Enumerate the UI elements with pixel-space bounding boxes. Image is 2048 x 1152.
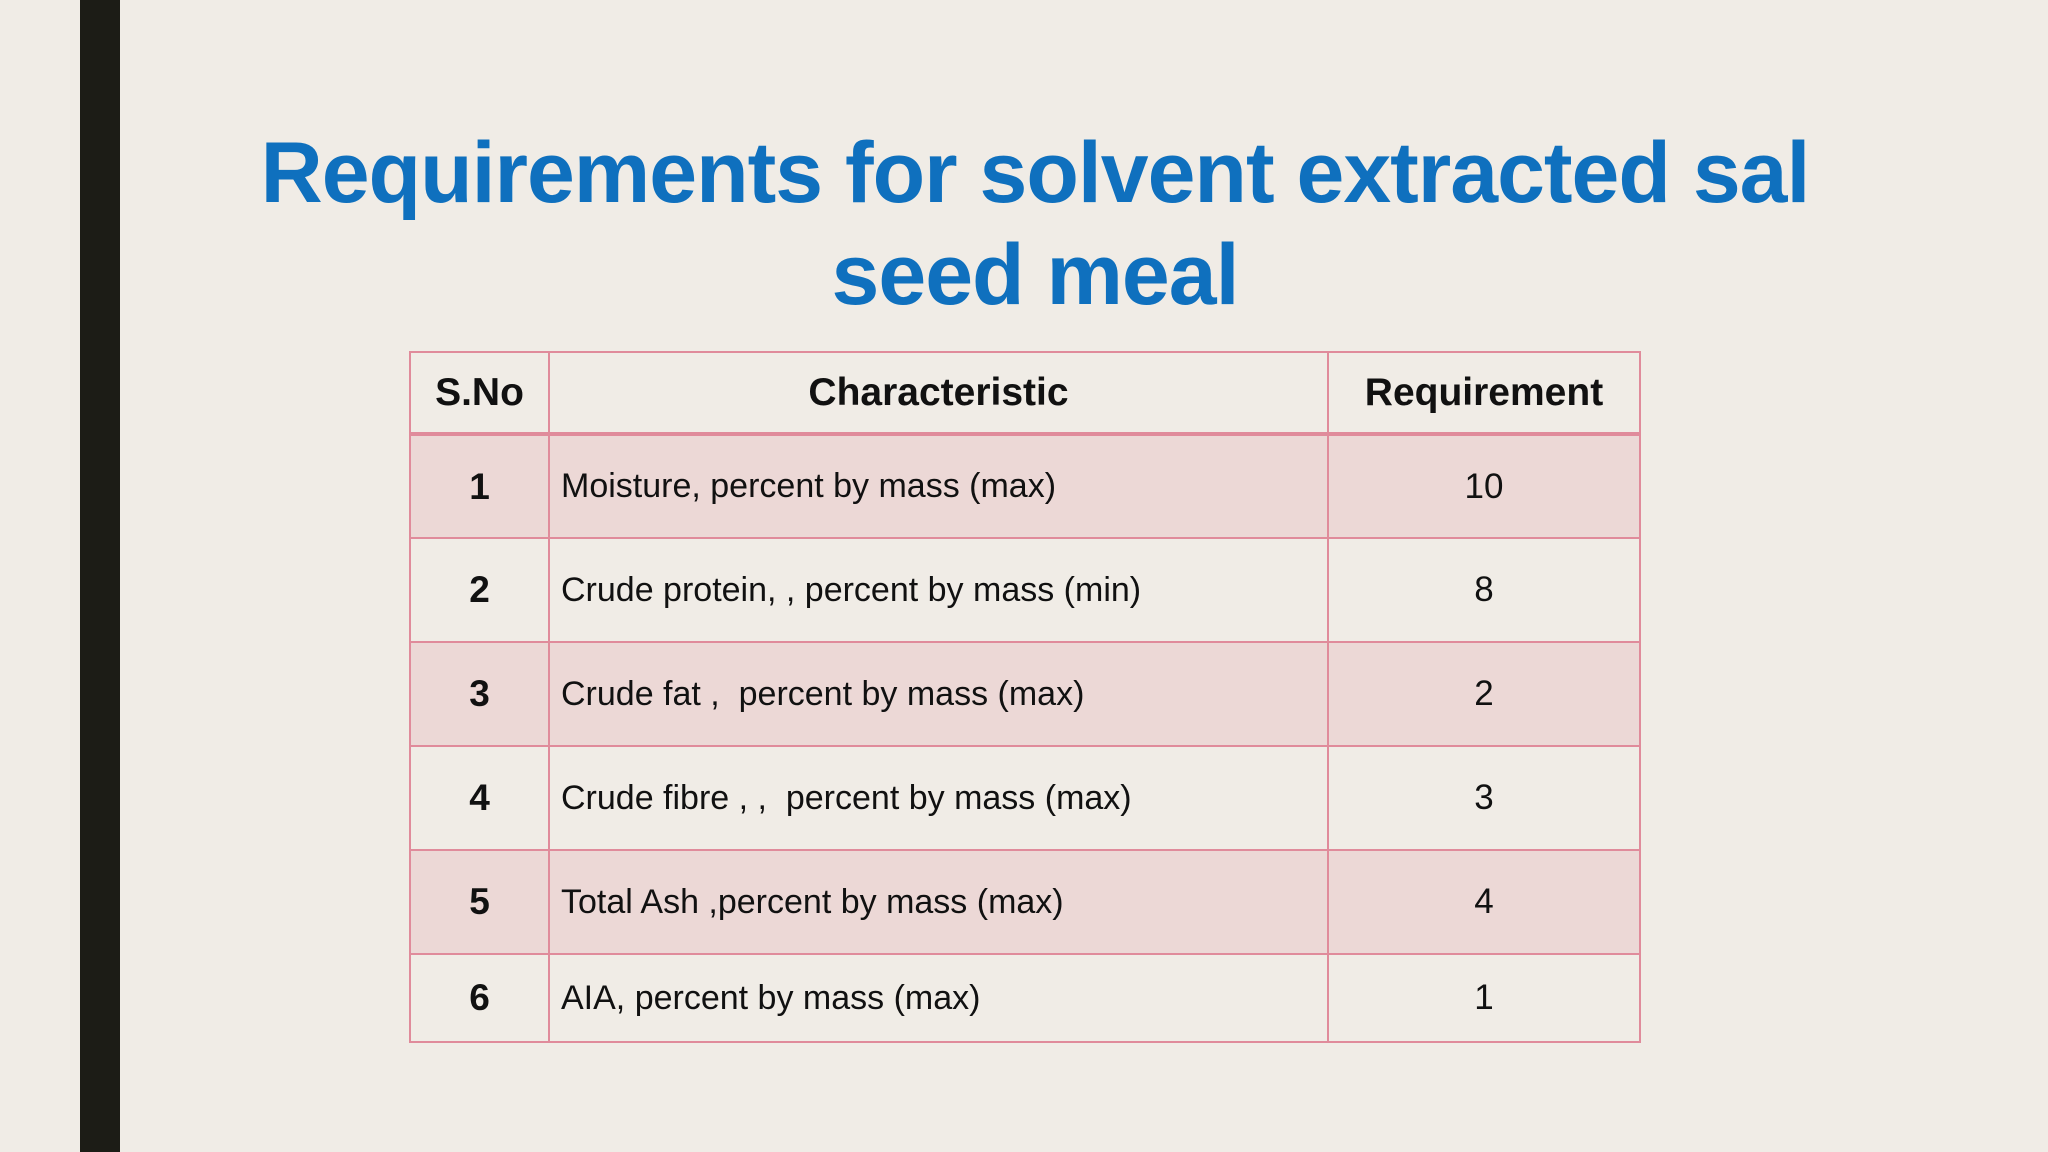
table-row: 2 Crude protein, , percent by mass (min)… (409, 537, 1641, 643)
cell-requirement: 4 (1327, 849, 1641, 955)
cell-sno: 6 (409, 953, 550, 1043)
cell-requirement: 3 (1327, 745, 1641, 851)
left-accent-bar (80, 0, 120, 1152)
cell-sno: 1 (409, 433, 550, 539)
table-row: 5 Total Ash ,percent by mass (max) 4 (409, 849, 1641, 955)
header-characteristic: Characteristic (548, 351, 1329, 436)
cell-characteristic: Crude protein, , percent by mass (min) (548, 537, 1329, 643)
cell-requirement: 2 (1327, 641, 1641, 747)
cell-sno: 4 (409, 745, 550, 851)
table-row: 1 Moisture, percent by mass (max) 10 (409, 433, 1641, 539)
table-row: 6 AIA, percent by mass (max) 1 (409, 953, 1641, 1043)
cell-sno: 5 (409, 849, 550, 955)
slide-title: Requirements for solvent extracted sal s… (260, 125, 1811, 323)
header-requirement: Requirement (1327, 351, 1641, 436)
cell-characteristic: Crude fat , percent by mass (max) (548, 641, 1329, 747)
table-row: 3 Crude fat , percent by mass (max) 2 (409, 641, 1641, 747)
cell-characteristic: Total Ash ,percent by mass (max) (548, 849, 1329, 955)
cell-sno: 3 (409, 641, 550, 747)
cell-requirement: 1 (1327, 953, 1641, 1043)
cell-sno: 2 (409, 537, 550, 643)
requirements-table: S.No Characteristic Requirement 1 Moistu… (409, 351, 1641, 1043)
cell-requirement: 10 (1327, 433, 1641, 539)
cell-characteristic: Crude fibre , , percent by mass (max) (548, 745, 1329, 851)
table-header-row: S.No Characteristic Requirement (409, 351, 1641, 436)
cell-characteristic: Moisture, percent by mass (max) (548, 433, 1329, 539)
header-sno: S.No (409, 351, 550, 436)
cell-requirement: 8 (1327, 537, 1641, 643)
table-row: 4 Crude fibre , , percent by mass (max) … (409, 745, 1641, 851)
cell-characteristic: AIA, percent by mass (max) (548, 953, 1329, 1043)
